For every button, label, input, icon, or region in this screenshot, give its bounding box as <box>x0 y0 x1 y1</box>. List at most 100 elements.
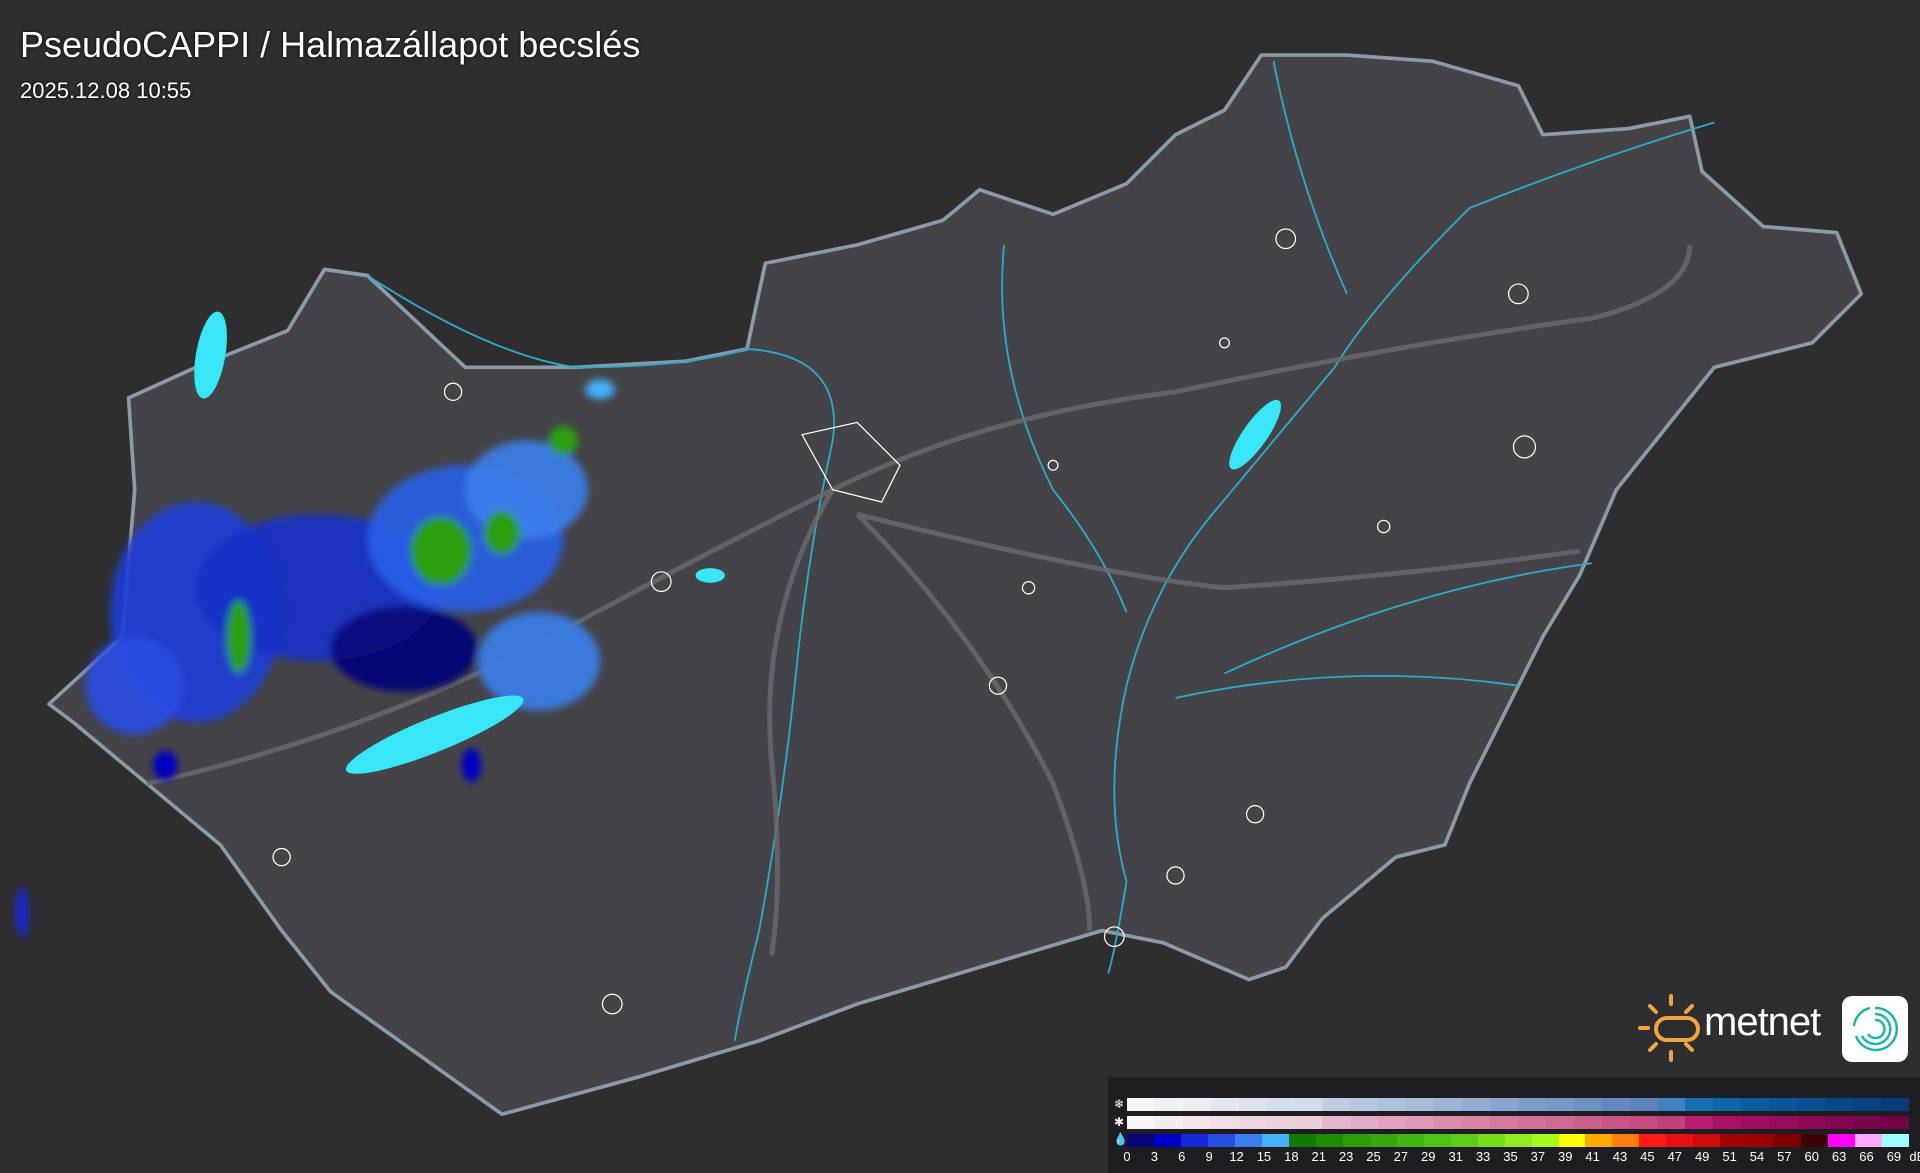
rain-swatch <box>1747 1134 1775 1147</box>
snowflake-icon: ❄ <box>1113 1097 1125 1111</box>
sleet-swatch <box>1127 1116 1155 1129</box>
legend-label: 45 <box>1640 1149 1655 1164</box>
snow-swatch <box>1685 1098 1714 1111</box>
sleet-swatch <box>1462 1116 1490 1129</box>
lake-neusiedl <box>194 311 227 399</box>
sleet-swatch <box>1601 1116 1630 1129</box>
legend-label: 43 <box>1612 1149 1628 1164</box>
sleet-swatch <box>1713 1116 1742 1129</box>
metnet-logo: metnet <box>1636 992 1911 1064</box>
legend-label: 39 <box>1558 1149 1573 1164</box>
legend-label: 49 <box>1694 1149 1710 1164</box>
rain-color-scale <box>1127 1134 1910 1147</box>
snow-swatch <box>1266 1098 1295 1111</box>
sleet-swatch <box>1741 1116 1770 1129</box>
legend-label: 63 <box>1831 1149 1847 1164</box>
lake-balaton <box>345 695 524 774</box>
rain-swatch <box>1828 1134 1856 1147</box>
rain-swatch <box>1288 1134 1316 1147</box>
sleet-swatch <box>1238 1116 1267 1129</box>
city-outlines <box>272 228 1537 1015</box>
rivers <box>366 61 1715 1041</box>
rain-swatch <box>1207 1134 1235 1147</box>
legend-label: 60 <box>1804 1149 1819 1164</box>
sleet-swatch <box>1545 1116 1574 1129</box>
rain-swatch <box>1855 1134 1883 1147</box>
snow-swatch <box>1322 1098 1351 1111</box>
sleet-swatch <box>1322 1116 1351 1129</box>
snow-swatch <box>1210 1098 1239 1111</box>
rain-swatch <box>1585 1134 1613 1147</box>
timestamp: 2025.12.08 10:55 <box>20 78 192 103</box>
legend-unit: dBZ <box>1909 1149 1920 1164</box>
snow-swatch <box>1238 1098 1267 1111</box>
lake-tisza <box>1229 399 1282 470</box>
rain-swatch <box>1261 1134 1289 1147</box>
snow-swatch <box>1741 1098 1770 1111</box>
sleet-swatch <box>1657 1116 1686 1129</box>
raindrop-icon: 💧 <box>1113 1132 1128 1146</box>
sleet-color-scale <box>1127 1116 1909 1129</box>
sleet-swatch <box>1880 1116 1909 1129</box>
sleet-swatch <box>1378 1116 1407 1129</box>
sleet-swatch <box>1797 1116 1826 1129</box>
legend-label: 12 <box>1229 1149 1244 1164</box>
legend-labels: 0 3 6 9 12 15 18 21 23 25 27 29 31 33 35 37 39 41 43 45 47 49… <box>1123 1149 1920 1165</box>
rain-swatch <box>1504 1134 1532 1147</box>
legend-label: 35 <box>1503 1149 1518 1164</box>
sleet-swatch <box>1294 1116 1323 1129</box>
rain-swatch <box>1666 1134 1694 1147</box>
snow-swatch <box>1350 1098 1379 1111</box>
sleet-swatch <box>1350 1116 1379 1129</box>
sleet-swatch <box>1266 1116 1295 1129</box>
snow-swatch <box>1517 1098 1546 1111</box>
legend-label: 31 <box>1448 1149 1463 1164</box>
sleet-swatch <box>1573 1116 1602 1129</box>
sleet-icon: ✱ <box>1113 1115 1125 1129</box>
legend-label: 27 <box>1393 1149 1409 1164</box>
sleet-swatch <box>1434 1116 1463 1129</box>
metnet-app-icon <box>1842 996 1908 1062</box>
dbz-legend: ❄ ✱ 💧 0 3 6 9 12 15 18 21 23 25 27 29 31 33 35 37 39 41 43… <box>1108 1077 1920 1173</box>
sleet-swatch <box>1825 1116 1853 1129</box>
legend-label: 23 <box>1338 1149 1354 1164</box>
legend-label: 9 <box>1205 1149 1213 1164</box>
snow-swatch <box>1434 1098 1463 1111</box>
snow-swatch <box>1769 1098 1798 1111</box>
rain-swatch <box>1774 1134 1802 1147</box>
sleet-swatch <box>1685 1116 1714 1129</box>
legend-label: 66 <box>1859 1149 1874 1164</box>
snow-swatch <box>1880 1098 1909 1111</box>
legend-label: 51 <box>1722 1149 1737 1164</box>
rain-swatch <box>1423 1134 1451 1147</box>
rain-swatch <box>1882 1134 1910 1147</box>
snow-swatch <box>1182 1098 1211 1111</box>
snow-swatch <box>1713 1098 1742 1111</box>
rain-swatch <box>1531 1134 1559 1147</box>
legend-label: 54 <box>1749 1149 1765 1164</box>
radar-echoes <box>15 379 615 937</box>
rain-swatch <box>1234 1134 1262 1147</box>
snow-swatch <box>1154 1098 1183 1111</box>
sleet-swatch <box>1629 1116 1658 1129</box>
rain-swatch <box>1342 1134 1370 1147</box>
snow-color-scale <box>1127 1098 1909 1111</box>
rain-swatch <box>1315 1134 1343 1147</box>
legend-label: 15 <box>1256 1149 1272 1164</box>
rain-swatch <box>1477 1134 1505 1147</box>
legend-label: 25 <box>1366 1149 1381 1164</box>
rain-swatch <box>1639 1134 1667 1147</box>
sleet-swatch <box>1852 1116 1881 1129</box>
legend-label: 29 <box>1421 1149 1436 1164</box>
rain-swatch <box>1369 1134 1397 1147</box>
sleet-swatch <box>1154 1116 1183 1129</box>
legend-label: 6 <box>1178 1149 1186 1164</box>
sleet-swatch <box>1489 1116 1518 1129</box>
roads <box>146 244 1693 956</box>
rain-swatch <box>1450 1134 1478 1147</box>
snow-swatch <box>1825 1098 1853 1111</box>
sleet-swatch <box>1210 1116 1239 1129</box>
snow-swatch <box>1629 1098 1658 1111</box>
snow-swatch <box>1601 1098 1630 1111</box>
